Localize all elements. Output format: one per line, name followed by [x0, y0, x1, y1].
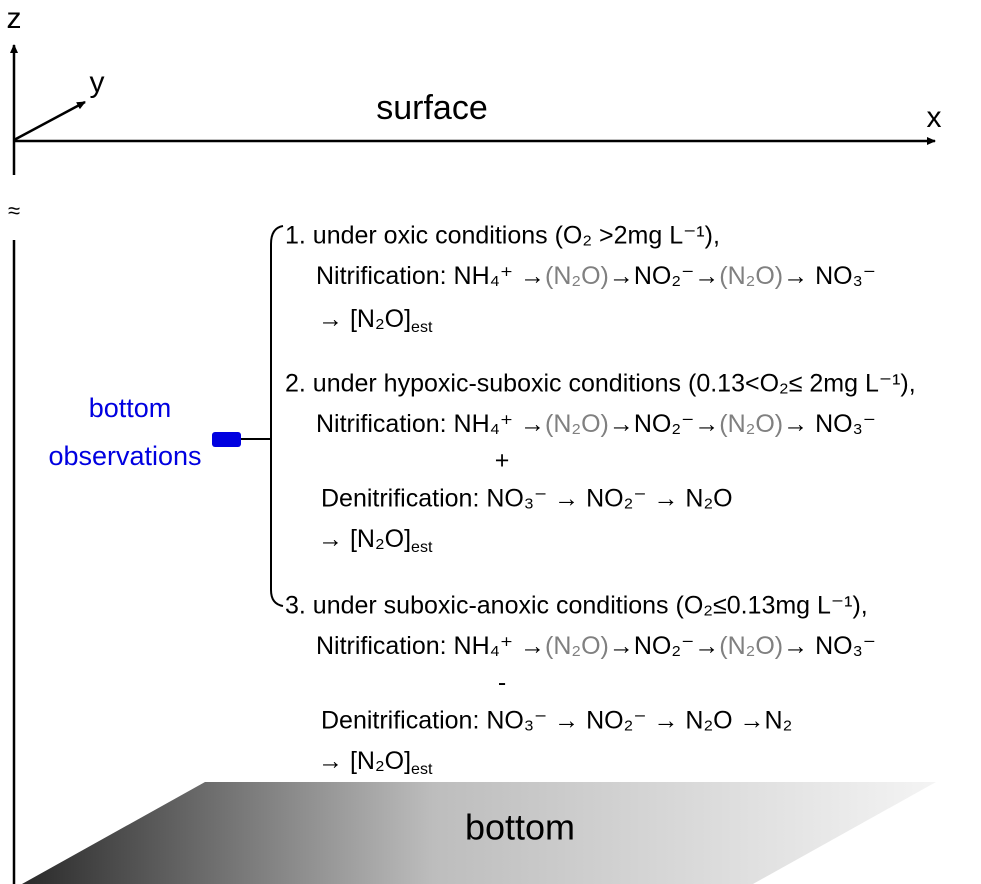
formula-part: → NO₃⁻ [783, 410, 876, 438]
condition-heading: 1. under oxic conditions (O₂ >2mg L⁻¹), [285, 222, 720, 250]
result-sub: est [411, 319, 433, 336]
nitrification: Nitrification: NH₄⁺ →(N₂O)→NO₂⁻→(N₂O)→ N… [316, 410, 876, 438]
nitrification: Nitrification: NH₄⁺ →(N₂O)→NO₂⁻→(N₂O)→ N… [316, 632, 876, 660]
formula-part: Nitrification: NH₄⁺ → [316, 632, 545, 660]
surface-label: surface [376, 89, 488, 127]
bottom-plane [22, 782, 936, 884]
formula-part: → NO₃⁻ [783, 632, 876, 660]
denitrification: Denitrification: NO₃⁻ → NO₂⁻ → N₂O →N₂ [321, 707, 792, 735]
result-sub: est [411, 761, 433, 778]
condition-heading: 2. under hypoxic-suboxic conditions (0.1… [285, 370, 916, 398]
formula-part: Nitrification: NH₄⁺ → [316, 410, 545, 438]
observation-marker [212, 432, 241, 447]
result: → [N₂O]est [318, 305, 433, 337]
formula-part: (N₂O) [719, 410, 783, 438]
formula-part: → NO₃⁻ [783, 262, 876, 290]
y-axis [13, 100, 86, 142]
operator: + [495, 447, 510, 475]
formula-part: (N₂O) [545, 262, 609, 290]
operator: - [498, 669, 506, 697]
result: → [N₂O]est [318, 525, 433, 557]
formula-part: (N₂O) [545, 632, 609, 660]
result: → [N₂O]est [318, 747, 433, 779]
formula-part: →NO₂⁻→ [609, 410, 719, 438]
brace [270, 225, 284, 607]
nitrification: Nitrification: NH₄⁺ →(N₂O)→NO₂⁻→(N₂O)→ N… [316, 262, 876, 290]
denitrification: Denitrification: NO₃⁻ → NO₂⁻ → N₂O [321, 485, 733, 513]
formula-part: (N₂O) [719, 632, 783, 660]
z-label: z [7, 2, 22, 35]
condition-heading: 3. under suboxic-anoxic conditions (O₂≤0… [285, 592, 868, 620]
formula-part: (N₂O) [719, 262, 783, 290]
y-label: y [90, 66, 105, 99]
bottom-label: bottom [465, 807, 575, 848]
result-sub: est [411, 539, 433, 556]
break-mark: ≈ [8, 198, 20, 223]
result-main: → [N₂O] [318, 305, 411, 333]
conditions: 1. under oxic conditions (O₂ >2mg L⁻¹), N… [285, 222, 916, 779]
formula-part: Nitrification: NH₄⁺ → [316, 262, 545, 290]
x-label: x [927, 101, 942, 134]
formula-part: →NO₂⁻→ [609, 262, 719, 290]
observation-label: observations [48, 441, 201, 471]
result-main: → [N₂O] [318, 747, 411, 775]
result-main: → [N₂O] [318, 525, 411, 553]
observation-label: bottom [89, 393, 172, 423]
formula-part: →NO₂⁻→ [609, 632, 719, 660]
formula-part: (N₂O) [545, 410, 609, 438]
